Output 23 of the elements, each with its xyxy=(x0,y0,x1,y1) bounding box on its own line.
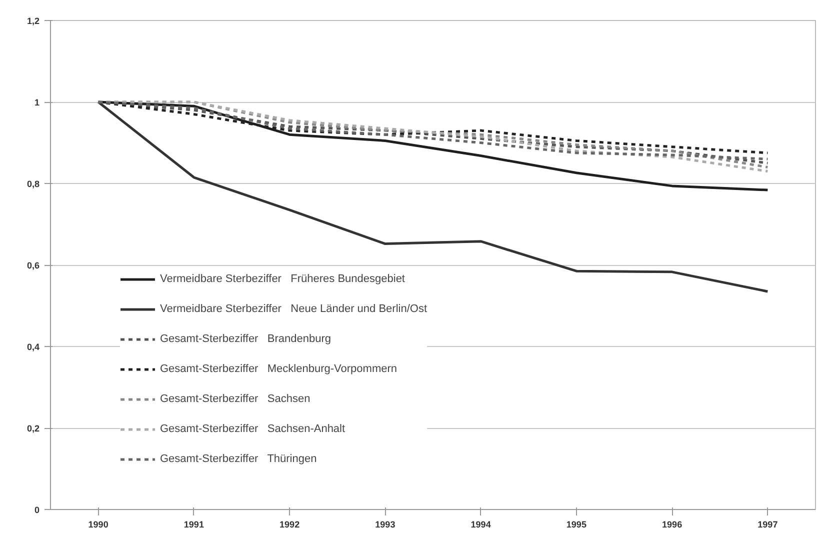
x-tick-label: 1993 xyxy=(375,520,396,530)
y-tick-label: 1,2 xyxy=(26,16,40,26)
y-tick-label: 0,8 xyxy=(26,179,40,189)
x-tick-label: 1997 xyxy=(758,520,778,530)
x-tick-label: 1996 xyxy=(662,520,682,530)
y-tick-label: 0,4 xyxy=(26,342,40,352)
y-tick-label: 1 xyxy=(34,98,40,108)
y-tick-label: 0 xyxy=(34,505,40,515)
legend-label: Gesamt-Sterbeziffer Thüringen xyxy=(160,453,317,465)
x-tick-label: 1992 xyxy=(280,520,300,530)
legend-label: Gesamt-Sterbeziffer Sachsen xyxy=(160,393,310,405)
x-tick-label: 1994 xyxy=(470,520,491,530)
x-tick-label: 1990 xyxy=(88,520,108,530)
legend-label: Gesamt-Sterbeziffer Brandenburg xyxy=(160,333,331,345)
x-tick-label: 1991 xyxy=(184,520,204,530)
legend-label: Vermeidbare Sterbeziffer Früheres Bundesgebiet xyxy=(160,273,405,285)
legend-label: Gesamt-Sterbeziffer Sachsen-Anhalt xyxy=(160,423,346,435)
x-tick-label: 1995 xyxy=(566,520,586,530)
legend-label: Vermeidbare Sterbeziffer Neue Länder und Berlin/Ost xyxy=(160,303,428,315)
y-tick-label: 0,6 xyxy=(26,260,40,270)
legend-label: Gesamt-Sterbeziffer Mecklenburg-Vorpommern xyxy=(160,363,397,375)
y-tick-label: 0,2 xyxy=(26,424,40,434)
line-series xyxy=(97,100,769,293)
